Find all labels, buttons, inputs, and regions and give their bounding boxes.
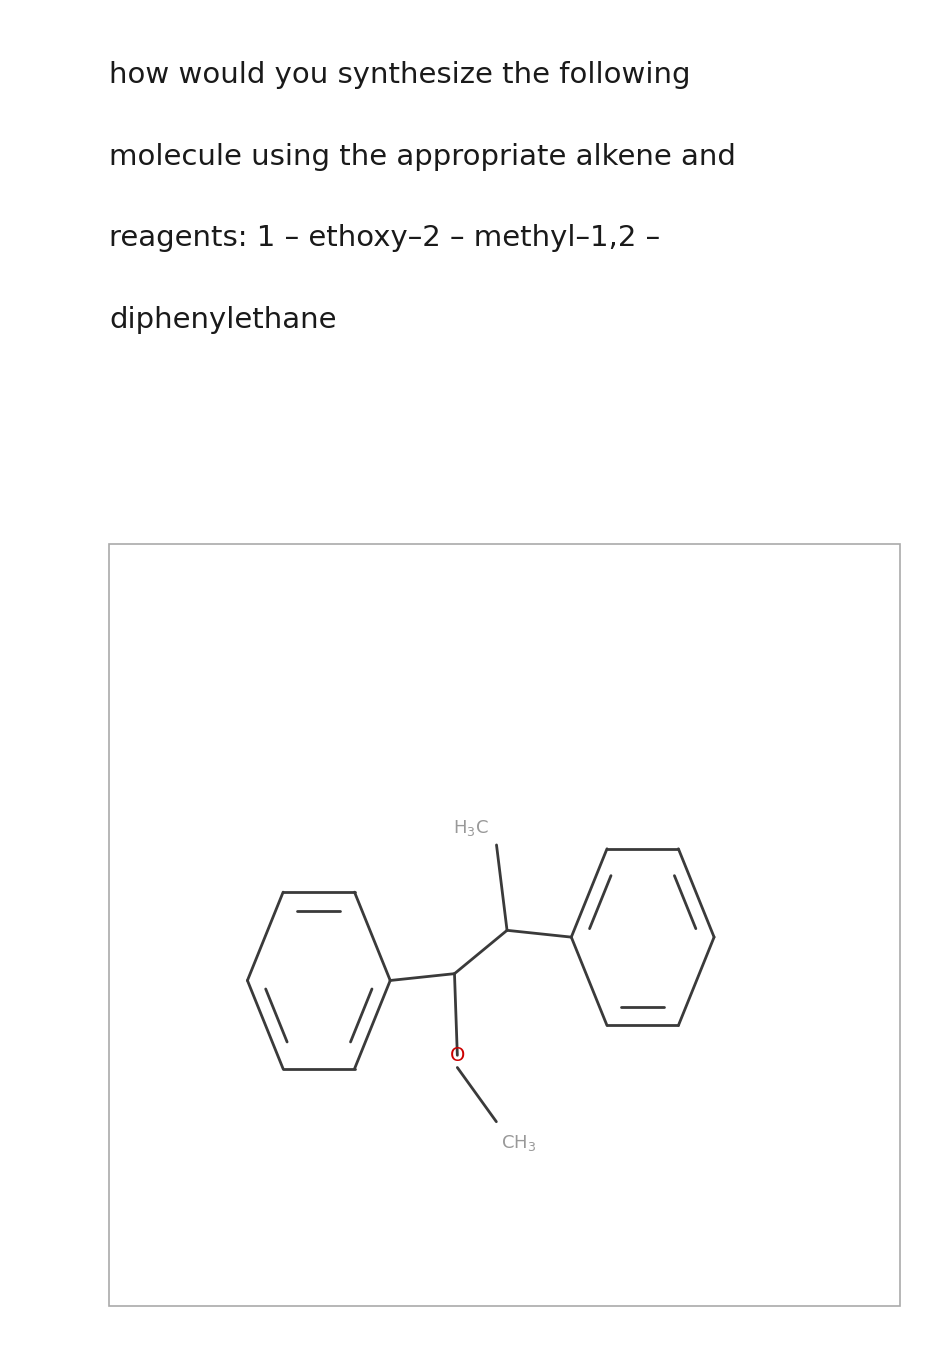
Text: O: O [449,1046,465,1065]
Text: reagents: 1 – ethoxy–2 – methyl–1,2 –: reagents: 1 – ethoxy–2 – methyl–1,2 – [109,224,661,253]
Text: how would you synthesize the following: how would you synthesize the following [109,61,691,90]
FancyBboxPatch shape [109,544,900,1306]
Text: molecule using the appropriate alkene and: molecule using the appropriate alkene an… [109,143,736,171]
Text: H$_3$C: H$_3$C [453,819,489,838]
Text: diphenylethane: diphenylethane [109,306,337,335]
Text: CH$_3$: CH$_3$ [501,1133,536,1152]
